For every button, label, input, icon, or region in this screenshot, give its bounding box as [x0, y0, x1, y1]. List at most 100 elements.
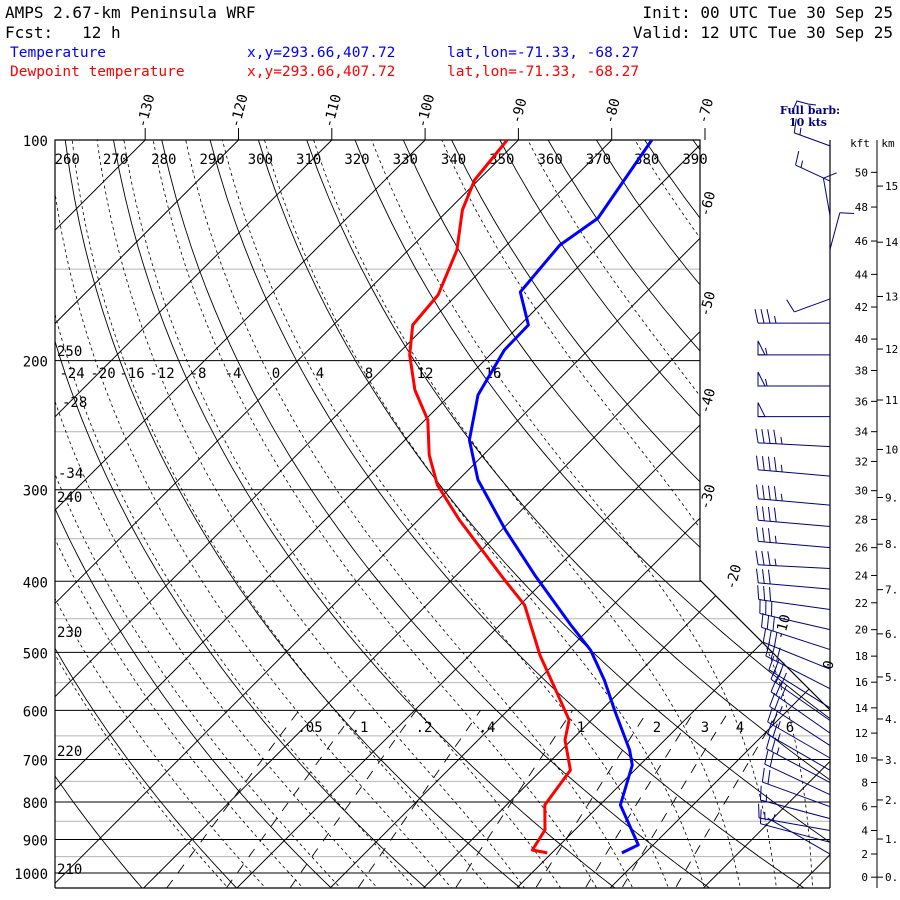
barb-half-feather	[765, 378, 768, 387]
km-label: 2.	[885, 794, 898, 807]
barb-shaft	[770, 678, 831, 721]
dry-adiabat	[257, 140, 830, 888]
kft-label: 32	[855, 455, 868, 468]
kft-label: 8	[861, 777, 868, 790]
moist-adiabat	[55, 140, 355, 888]
barb-shaft	[759, 612, 831, 631]
barb-half-feather	[774, 535, 777, 544]
moist-adiabat-label: -28	[62, 395, 87, 411]
barb-half-feather	[780, 464, 783, 472]
wind-barb	[754, 309, 830, 324]
barb-feather	[774, 696, 781, 710]
wind-barb	[767, 814, 831, 855]
theta-label: 390	[682, 152, 707, 168]
barb-feather	[763, 586, 766, 601]
barb-feather	[767, 507, 771, 522]
kft-label: 6	[861, 801, 868, 814]
isotherm-line	[127, 140, 830, 888]
dry-adiabat	[306, 140, 830, 888]
moist-adiabat	[185, 140, 641, 888]
dry-adiabat	[838, 140, 900, 900]
barb-half-feather	[774, 558, 777, 566]
dry-adiabat	[402, 140, 830, 888]
barb-half-feather	[799, 127, 802, 135]
dry-adiabat	[55, 140, 61, 888]
barb-feather	[770, 665, 778, 680]
wind-barbs	[754, 118, 855, 855]
kft-label: 12	[855, 727, 868, 740]
mixing-ratio-label: 2	[653, 720, 661, 736]
km-label: 0.	[885, 871, 898, 884]
isotherm-line	[594, 140, 830, 888]
thermo-background	[0, 140, 900, 900]
barb-half-feather	[774, 316, 777, 324]
legend-temperature-xy: x,y=293.66,407.72	[247, 45, 395, 61]
barb-feather	[761, 428, 765, 444]
isotherm-line	[501, 140, 830, 888]
isotherm-line	[55, 140, 239, 888]
pressure-tick-label: 900	[23, 833, 48, 849]
theta-label: 280	[151, 152, 176, 168]
barb-feather	[767, 429, 771, 444]
kft-label: 34	[855, 426, 869, 439]
isotherm-line	[55, 140, 333, 888]
pressure-tick-label: 600	[23, 704, 48, 720]
km-label: 12.	[885, 343, 900, 356]
moist-adiabat	[152, 140, 606, 888]
kft-label: 42	[855, 301, 868, 314]
theta-label: 320	[344, 152, 369, 168]
barb-shaft	[759, 817, 831, 832]
isotherm-line	[687, 140, 830, 888]
dry-adiabat	[55, 140, 348, 888]
isotherm-label: -80	[602, 97, 624, 126]
wind-barb	[757, 371, 830, 387]
km-axis-title: km	[881, 137, 895, 150]
temperature-profile	[467, 139, 654, 855]
barb-feather	[762, 628, 767, 643]
barb-half-feather	[800, 160, 804, 168]
isotherm-label: -40	[697, 387, 719, 416]
kft-label: 36	[855, 395, 868, 408]
barb-feather	[765, 641, 771, 657]
barb-legend-icon	[791, 100, 817, 113]
km-label: 13.	[885, 290, 900, 303]
isotherm-label: 0	[820, 659, 838, 671]
dry-adiabat	[451, 140, 830, 888]
kft-label: 40	[855, 333, 868, 346]
moist-adiabat	[441, 140, 814, 888]
km-label: 14.	[885, 236, 900, 249]
barb-feather	[766, 614, 770, 630]
barb-shaft	[758, 498, 831, 506]
dry-adiabat	[789, 140, 830, 888]
mixing-ratio-line	[525, 710, 649, 888]
theta-label: 210	[57, 862, 82, 878]
isotherm-label: -120	[228, 93, 252, 130]
km-label: 6.	[885, 628, 898, 641]
barb-feather	[773, 486, 777, 501]
barb-feather	[756, 505, 759, 521]
wind-barb	[759, 599, 831, 631]
valid-time: Valid: 12 UTC Tue 30 Sep 25	[633, 23, 893, 42]
wind-legend-line2: 10 kts	[789, 116, 827, 129]
isotherm-label: -70	[695, 97, 717, 126]
isotherm-line	[0, 140, 52, 900]
mixing-ratio-label: 1	[577, 720, 585, 736]
barb-feather	[766, 309, 771, 324]
barb-feather	[786, 299, 795, 313]
barb-half-feather	[777, 721, 781, 729]
km-label: 10.	[885, 443, 900, 456]
barb-pennant	[757, 402, 766, 418]
isotherm-line	[407, 140, 830, 888]
isotherm-line	[314, 140, 830, 888]
km-label: 11.	[885, 394, 900, 407]
mixing-ratio-line	[612, 710, 730, 888]
isotherm-label: -100	[414, 93, 438, 130]
dry-adiabat	[55, 140, 252, 888]
km-label: 8.	[885, 538, 898, 551]
barb-shaft	[758, 599, 831, 611]
isotherm-label: -20	[723, 563, 745, 592]
barb-shaft	[768, 669, 831, 709]
chart-frame	[54, 139, 831, 889]
wind-barb	[786, 298, 831, 313]
